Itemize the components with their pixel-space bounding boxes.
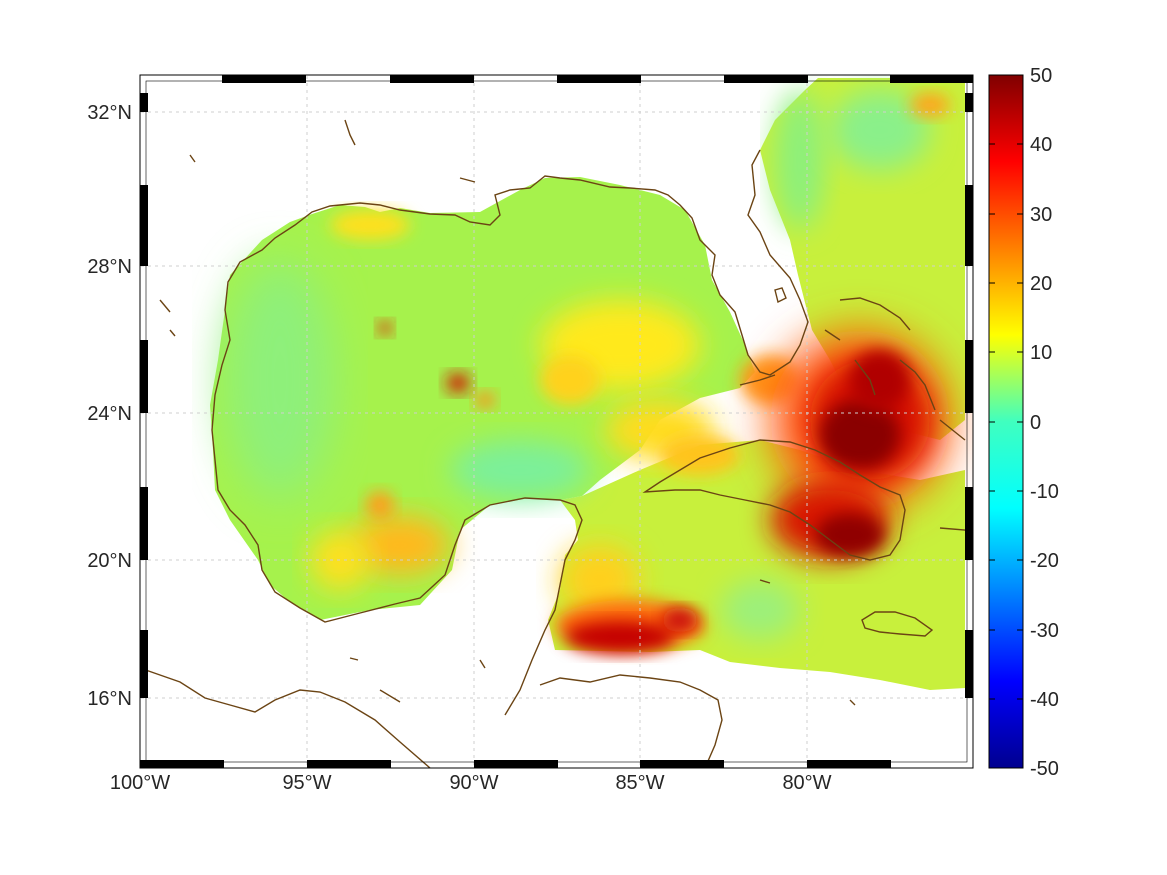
colorbar-tick-label: -20 xyxy=(1030,550,1059,572)
x-tick-label: 80°W xyxy=(782,772,831,794)
x-tick-label: 95°W xyxy=(282,772,331,794)
colorbar-tick-label: 20 xyxy=(1030,273,1052,295)
colorbar-tick-label: 0 xyxy=(1030,412,1041,434)
colorbar-tick-label: -10 xyxy=(1030,481,1059,503)
x-tick-label: 90°W xyxy=(449,772,498,794)
map-frame xyxy=(139,74,974,769)
y-tick-label: 20°N xyxy=(87,550,132,572)
colorbar-tick-label: 50 xyxy=(1030,65,1052,87)
colorbar-tick-label: -50 xyxy=(1030,758,1059,780)
y-tick-label: 24°N xyxy=(87,403,132,425)
anomaly-field xyxy=(210,78,965,690)
coastlines xyxy=(140,119,973,768)
map-grid xyxy=(141,76,972,767)
colorbar: 50 40 30 20 10 0 -10 -20 -30 -40 -50 xyxy=(988,65,1059,780)
colorbar-tick-labels: 50 40 30 20 10 0 -10 -20 -30 -40 -50 xyxy=(1030,65,1059,780)
longitude-tick-labels: 100°W 95°W 90°W 85°W 80°W xyxy=(110,772,832,794)
central-america-coast xyxy=(140,667,431,768)
y-tick-label: 16°N xyxy=(87,688,132,710)
colorbar-tick-label: -40 xyxy=(1030,689,1059,711)
islands-scatter xyxy=(159,119,856,706)
cuba-coastline xyxy=(642,439,906,561)
honduras-coast xyxy=(539,674,723,768)
x-tick-label: 85°W xyxy=(615,772,664,794)
latitude-tick-labels: 32°N 28°N 24°N 20°N 16°N xyxy=(87,102,132,710)
bahamas-coast xyxy=(824,297,966,441)
x-tick-label: 100°W xyxy=(110,772,170,794)
colorbar-tick-label: 30 xyxy=(1030,204,1052,226)
jamaica-coastline xyxy=(861,611,934,637)
colorbar-tick-label: 10 xyxy=(1030,342,1052,364)
gulf-coastline xyxy=(211,149,809,716)
y-tick-label: 28°N xyxy=(87,256,132,278)
y-tick-label: 32°N xyxy=(87,102,132,124)
colorbar-tick-label: -30 xyxy=(1030,620,1059,642)
lake-okeechobee xyxy=(774,287,787,304)
florida-keys xyxy=(739,374,776,386)
colorbar-tick-label: 40 xyxy=(1030,134,1052,156)
